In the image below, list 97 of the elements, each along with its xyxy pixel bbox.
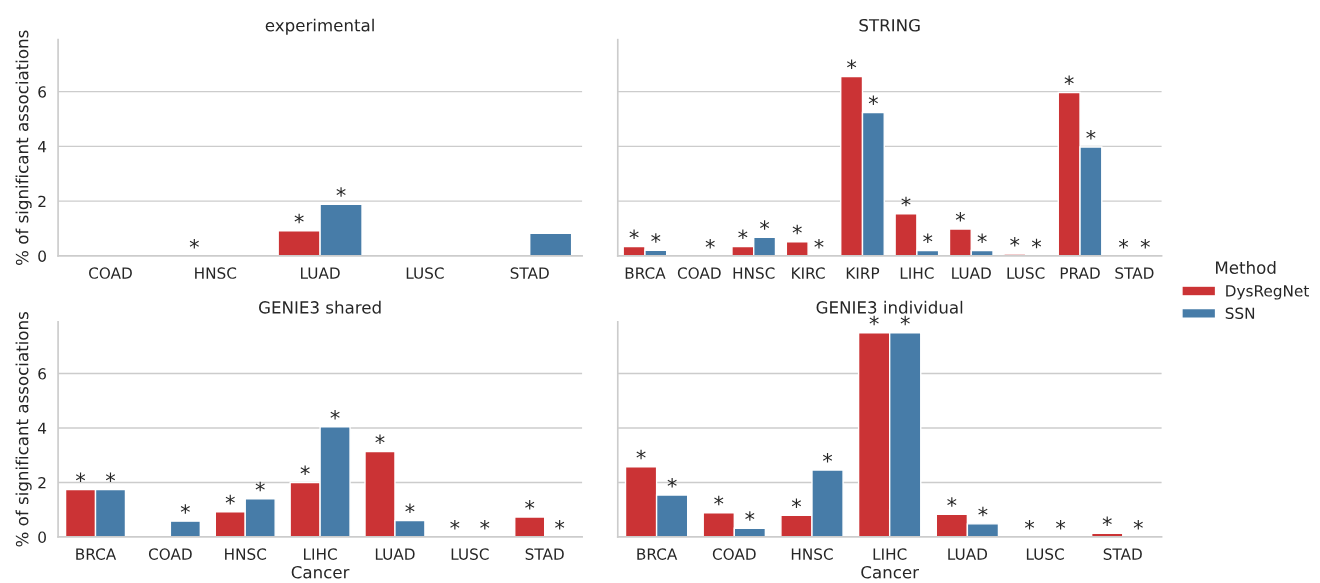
data-label: * <box>1056 519 1066 530</box>
y-tick-label: 4 <box>38 141 47 153</box>
data-label: * <box>792 224 802 235</box>
data-label: * <box>1031 238 1042 249</box>
data-label: * <box>714 495 724 506</box>
data-label: * <box>555 519 565 530</box>
y-axis-title: % of significant associations <box>15 30 32 265</box>
y-tick-label: 6 <box>38 86 47 98</box>
legend-title: Method <box>1216 261 1276 274</box>
chart-title: experimental <box>265 18 374 35</box>
data-label: * <box>1064 75 1074 85</box>
x-tick-label: HNSC <box>791 548 833 560</box>
x-tick-label: LUSC <box>451 548 489 560</box>
data-label: * <box>336 187 346 197</box>
x-tick-label: BRCA <box>625 267 666 279</box>
data-label: * <box>738 229 748 240</box>
data-label: * <box>978 506 988 517</box>
x-tick-label: BRCA <box>76 548 117 560</box>
x-tick-label: COAD <box>148 548 192 560</box>
x-tick-label: HNSC <box>195 267 237 279</box>
x-tick-label: LIHC <box>900 267 934 279</box>
x-tick-label: LUSC <box>1026 548 1064 560</box>
data-label: * <box>480 519 490 530</box>
data-label: * <box>822 452 833 463</box>
x-tick-label: LUAD <box>952 267 991 279</box>
x-tick-label: LIHC <box>304 548 337 560</box>
data-label: * <box>300 465 310 475</box>
x-tick-label: LUAD <box>301 267 340 279</box>
data-label: * <box>180 504 190 514</box>
y-tick-label: 6 <box>38 368 47 380</box>
data-label: * <box>667 477 677 488</box>
data-label: * <box>636 449 646 460</box>
data-label: * <box>1118 238 1129 249</box>
data-label: * <box>901 196 911 207</box>
data-label: * <box>255 481 265 492</box>
x-tick-label: HNSC <box>225 548 267 560</box>
y-tick-label: 0 <box>38 250 46 262</box>
data-label: * <box>868 95 878 105</box>
data-label: * <box>955 212 965 222</box>
data-label: * <box>294 213 304 224</box>
x-tick-label: COAD <box>677 267 721 279</box>
data-label: * <box>450 519 460 530</box>
x-tick-label: STAD <box>1103 548 1142 560</box>
x-tick-label: STAD <box>510 267 549 279</box>
data-label: * <box>225 494 235 505</box>
data-label: * <box>791 498 802 508</box>
x-tick-label: PRAD <box>1060 267 1100 279</box>
data-label: * <box>814 238 824 249</box>
data-label: * <box>330 409 340 420</box>
x-axis-title: Cancer <box>861 565 920 579</box>
x-tick-label: KIRC <box>792 267 825 279</box>
y-tick-label: 2 <box>38 195 46 207</box>
data-label: * <box>1102 516 1112 526</box>
y-axis-title: % of significant associations <box>15 312 32 547</box>
data-label: * <box>375 434 385 444</box>
x-tick-label: LIHC <box>873 548 907 560</box>
data-label: * <box>1140 238 1150 249</box>
data-label: * <box>869 315 879 326</box>
data-label: * <box>1133 519 1143 530</box>
x-tick-label: COAD <box>712 548 756 560</box>
chart-title: GENIE3 individual <box>816 300 963 314</box>
x-tick-label: LUAD <box>375 548 415 560</box>
data-label: * <box>525 500 535 510</box>
x-tick-label: LUSC <box>406 267 444 279</box>
x-tick-label: LUAD <box>948 548 988 560</box>
data-label: * <box>1010 237 1020 247</box>
chart-title: GENIE3 shared <box>259 300 381 314</box>
y-tick-label: 2 <box>38 476 46 489</box>
data-label: * <box>705 238 715 249</box>
data-label: * <box>977 233 987 243</box>
data-label: * <box>651 233 661 243</box>
y-tick-label: 4 <box>38 422 47 434</box>
x-tick-label: KIRP <box>846 267 880 279</box>
x-tick-label: HNSC <box>733 267 775 279</box>
chart-title: STRING <box>859 18 920 32</box>
data-label: * <box>923 233 933 243</box>
y-tick-label: 0 <box>38 531 46 543</box>
data-label: * <box>1024 519 1035 530</box>
legend-label: SSN <box>1225 307 1255 320</box>
x-tick-label: STAD <box>525 548 564 560</box>
x-tick-label: STAD <box>1115 267 1154 279</box>
data-label: * <box>1086 129 1096 140</box>
x-tick-label: COAD <box>89 267 132 279</box>
data-label: * <box>189 238 199 249</box>
legend-label: DysRegNet <box>1226 285 1309 300</box>
data-label: * <box>900 315 910 326</box>
data-label: * <box>405 503 415 514</box>
data-label: * <box>105 472 116 483</box>
data-label: * <box>847 59 857 70</box>
data-label: * <box>760 220 770 230</box>
x-axis-title: Cancer <box>291 565 350 579</box>
data-label: * <box>75 472 86 483</box>
data-label: * <box>947 497 957 507</box>
data-label: * <box>629 229 639 240</box>
data-label: * <box>745 511 755 521</box>
x-tick-label: LUSC <box>1007 267 1045 279</box>
x-tick-label: BRCA <box>637 548 678 560</box>
